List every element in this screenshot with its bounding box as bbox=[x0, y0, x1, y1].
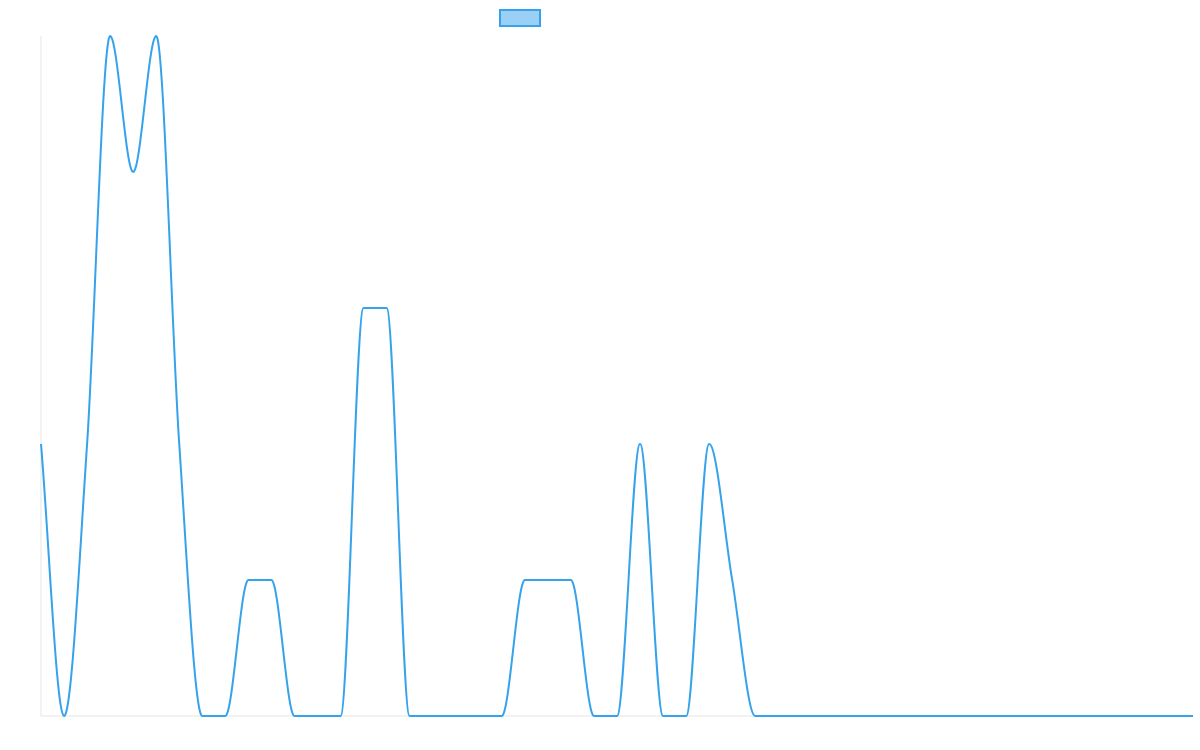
legend-swatch-0[interactable] bbox=[499, 9, 541, 27]
legend bbox=[499, 9, 541, 27]
axes bbox=[40, 36, 1193, 717]
series-layer bbox=[40, 35, 1193, 717]
series-line-0 bbox=[40, 35, 1193, 717]
